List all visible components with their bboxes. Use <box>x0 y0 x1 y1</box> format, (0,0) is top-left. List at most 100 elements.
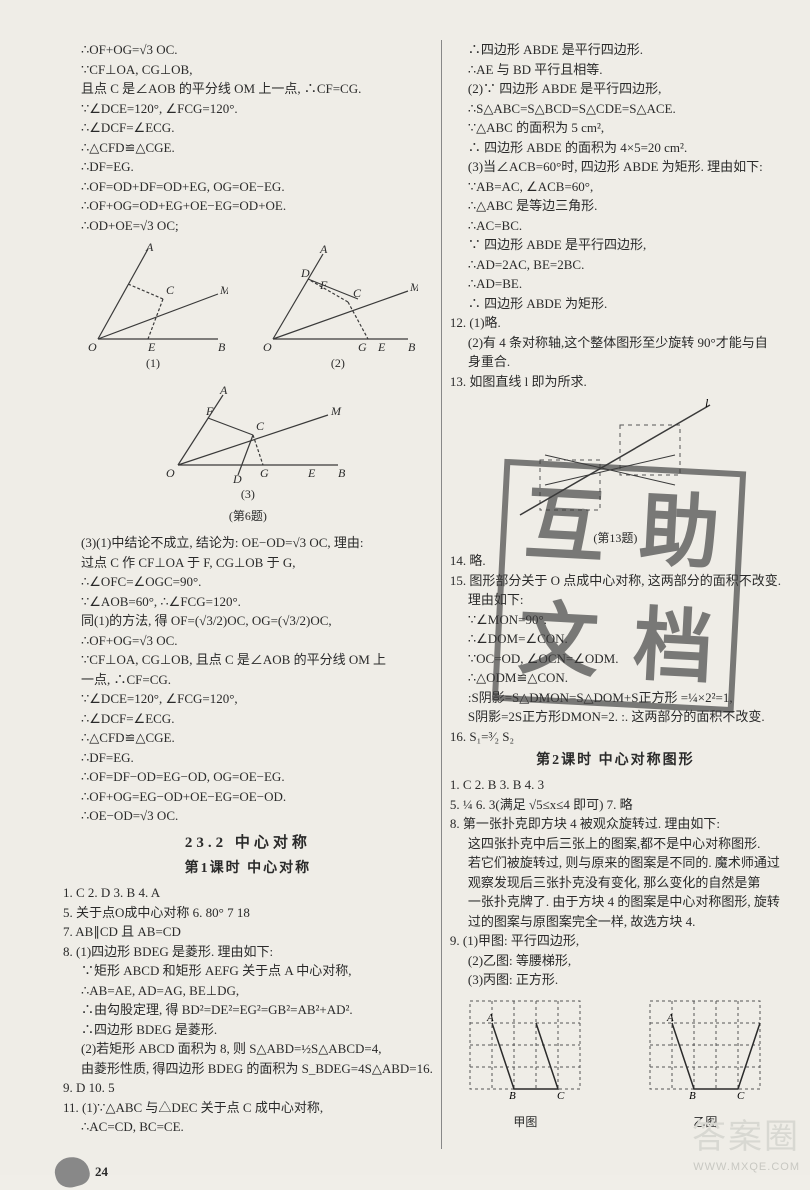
right-column: ∴四边形 ABDE 是平行四边形. ∴AE 与 BD 平行且相等. (2)∵ 四… <box>442 40 789 1149</box>
page-footer: 24 <box>55 1157 770 1187</box>
text-line: ∴OF=OD+DF=OD+EG, OG=OE−EG. <box>63 177 433 197</box>
text-line: ∴AD=2AC, BE=2BC. <box>450 255 781 275</box>
svg-text:C: C <box>353 286 362 300</box>
svg-text:B: B <box>338 466 346 480</box>
dolphin-icon <box>52 1153 93 1190</box>
svg-text:C: C <box>557 1090 565 1101</box>
text-line: ∴△ABC 是等边三角形. <box>450 196 781 216</box>
grid-figure-2: A B C 乙图 <box>645 996 765 1143</box>
text-line: ∴OF=DF−OD=EG−OD, OG=OE−EG. <box>63 767 433 787</box>
grid-figures: A B C 甲图 <box>450 996 781 1143</box>
text-line: ∴OF+OG=√3 OC. <box>63 40 433 60</box>
text-line: 一点, ∴CF=CG. <box>63 670 433 690</box>
text-line: ∵OC=OD, ∠OCN=∠ODM. <box>450 649 781 669</box>
page-number: 24 <box>95 1162 108 1182</box>
text-line: 过点 C 作 CF⊥OA 于 F, CG⊥OB 于 G, <box>63 553 433 573</box>
text-line: ∴OF+OG=√3 OC. <box>63 631 433 651</box>
svg-text:E: E <box>147 340 156 354</box>
text-line: 理由如下: <box>450 590 781 610</box>
text-line: 9. (1)甲图: 平行四边形, <box>450 931 781 951</box>
diagram-row-1: A B C M O E (1) <box>63 239 433 376</box>
text-line: 8. 第一张扑克即方块 4 被观众旋转过. 理由如下: <box>450 814 781 834</box>
text-line: 12. (1)略. <box>450 313 781 333</box>
svg-text:D: D <box>232 472 242 485</box>
svg-text:A: A <box>319 242 328 256</box>
svg-text:B: B <box>218 340 226 354</box>
svg-text:O: O <box>88 340 97 354</box>
text-line: (3)丙图: 正方形. <box>450 970 781 990</box>
text-line: ∴AB=AE, AD=AG, BE⊥DG, <box>63 981 433 1001</box>
text-line: 8. (1)四边形 BDEG 是菱形. 理由如下: <box>63 942 433 962</box>
text-line: ∴∠DOM=∠CON. <box>450 629 781 649</box>
text-line: ∴△CFD≌△CGE. <box>63 138 433 158</box>
two-column-layout: ∴OF+OG=√3 OC. ∵CF⊥OA, CG⊥OB, 且点 C 是∠AOB … <box>55 40 770 1149</box>
text-line: ∴OF+OG=OD+EG+OE−EG=OD+OE. <box>63 196 433 216</box>
text-line: ∵△ABC 的面积为 5 cm², <box>450 118 781 138</box>
grid-caption: 乙图 <box>645 1113 765 1131</box>
text-line: 过的图案与原图案完全一样, 故选方块 4. <box>450 912 781 932</box>
text-line: 一张扑克牌了. 由于方块 4 的图案是中心对称图形, 旋转 <box>450 892 781 912</box>
svg-text:O: O <box>263 340 272 354</box>
text-line: ∵矩形 ABCD 和矩形 AEFG 关于点 A 中心对称, <box>63 961 433 981</box>
text-line: (2)∵ 四边形 ABDE 是平行四边形, <box>450 79 781 99</box>
text-line: ∴∠OFC=∠OGC=90°. <box>63 572 433 592</box>
text-line: 这四张扑克中后三张上的图案,都不是中心对称图形. <box>450 834 781 854</box>
svg-text:F: F <box>205 404 214 418</box>
text-line: (2)若矩形 ABCD 面积为 8, 则 S△ABD=½S△ABCD=4, <box>63 1039 433 1059</box>
text-line: ∵CF⊥OA, CG⊥OB, <box>63 60 433 80</box>
text-line: :S阴影=S△DMON=S△DOM+S正方形 =¼×2²=1, <box>450 688 781 708</box>
text-line: ∵CF⊥OA, CG⊥OB, 且点 C 是∠AOB 的平分线 OM 上 <box>63 650 433 670</box>
text-line: ∴AC=CD, BC=CE. <box>63 1117 433 1137</box>
text-line: ∵AB=AC, ∠ACB=60°, <box>450 177 781 197</box>
text-line: ∴AC=BC. <box>450 216 781 236</box>
text-line: 且点 C 是∠AOB 的平分线 OM 上一点, ∴CF=CG. <box>63 79 433 99</box>
svg-text:M: M <box>409 280 418 294</box>
svg-text:O: O <box>166 466 175 480</box>
svg-text:M: M <box>219 283 228 297</box>
text-line: ∴AD=BE. <box>450 274 781 294</box>
svg-text:G: G <box>358 340 367 354</box>
text-line: ∵∠AOB=60°, ∴∠FCG=120°. <box>63 592 433 612</box>
text-line: 同(1)的方法, 得 OF=(√3/2)OC, OG=(√3/2)OC, <box>63 611 433 631</box>
text-line: ∵ 四边形 ABDE 是平行四边形, <box>450 235 781 255</box>
answer-line: 9. D 10. 5 <box>63 1078 433 1098</box>
svg-text:B: B <box>689 1090 696 1101</box>
diagram-caption: (1) <box>78 354 228 372</box>
svg-text:C: C <box>166 283 175 297</box>
text-line: 14. 略. <box>450 551 781 571</box>
text-line: ∵∠DCE=120°, ∠FCG=120°. <box>63 99 433 119</box>
grid-figure-1: A B C 甲图 <box>465 996 585 1143</box>
text-line: ∴DF=EG. <box>63 157 433 177</box>
text-line: ∴ 四边形 ABDE 的面积为 4×5=20 cm². <box>450 138 781 158</box>
svg-text:D: D <box>300 266 310 280</box>
section-heading: 23.2 中心对称 <box>63 832 433 855</box>
text-line: ∴△ODM≌△CON. <box>450 668 781 688</box>
line-l-figure: l <box>500 395 730 525</box>
text-line: 若它们被旋转过, 则与原来的图案是不同的. 魔术师通过 <box>450 853 781 873</box>
svg-text:l: l <box>705 396 709 410</box>
text-line: ∴ 四边形 ABDE 为矩形. <box>450 294 781 314</box>
answer-line: 5. 关于点O成中心对称 6. 80° 7 18 <box>63 903 433 923</box>
text-line: ∵∠MON=90°. <box>450 610 781 630</box>
text-line: ∴四边形 BDEG 是菱形. <box>63 1020 433 1040</box>
svg-text:A: A <box>219 383 228 397</box>
svg-text:M: M <box>330 404 342 418</box>
text-line: 11. (1)∵△ABC 与△DEC 关于点 C 成中心对称, <box>63 1098 433 1118</box>
svg-text:A: A <box>145 240 154 254</box>
text-line: ∴DF=EG. <box>63 748 433 768</box>
text-line: 观察发现后三张扑克没有变化, 那么变化的自然是第 <box>450 873 781 893</box>
subsection-heading: 第2课时 中心对称图形 <box>450 750 781 771</box>
text-line: ∴OD+OE=√3 OC; <box>63 216 433 236</box>
diagram-row-2: A B C D F M O G E (3) (第6题) <box>63 380 433 529</box>
diagram-caption: (3) <box>148 485 348 503</box>
text-line: ∴OE−OD=√3 OC. <box>63 806 433 826</box>
diagram-q13: l <box>450 395 781 525</box>
svg-text:A: A <box>666 1012 674 1024</box>
svg-text:C: C <box>737 1090 745 1101</box>
text-line: ∴∠DCF=∠ECG. <box>63 709 433 729</box>
text-line: S阴影=2S正方形DMON=2. :. 这两部分的面积不改变. <box>450 707 781 727</box>
text-line: 15. 图形部分关于 O 点成中心对称, 这两部分的面积不改变. <box>450 571 781 591</box>
svg-text:B: B <box>509 1090 516 1101</box>
figure-caption: (第13题) <box>450 529 781 547</box>
svg-text:E: E <box>377 340 386 354</box>
